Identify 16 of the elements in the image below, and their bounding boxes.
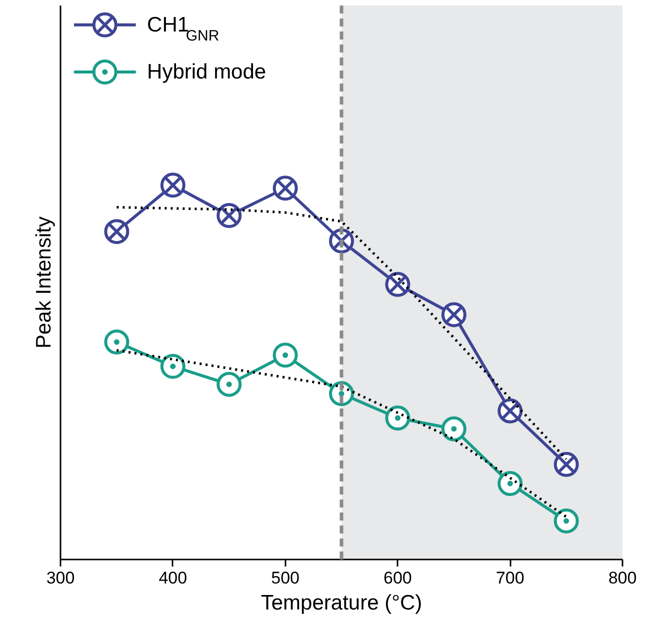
x-tick-label: 400: [158, 568, 188, 588]
x-axis-title: Temperature (°C): [260, 592, 422, 614]
point: [385, 406, 410, 430]
point: [272, 342, 298, 368]
x-tick-label: 500: [271, 568, 300, 588]
point: [554, 508, 579, 534]
y-axis-title: Peak Intensity: [32, 216, 56, 348]
x-tick-label: 300: [46, 568, 75, 588]
x-tick-label: 700: [496, 568, 524, 588]
x-tick-label: 800: [608, 568, 637, 588]
point: [441, 416, 466, 442]
x-tick-label: 600: [384, 568, 412, 588]
legend-label: Hybrid mode: [147, 60, 266, 84]
point: [498, 471, 523, 496]
point: [216, 372, 242, 397]
point: [160, 354, 186, 379]
